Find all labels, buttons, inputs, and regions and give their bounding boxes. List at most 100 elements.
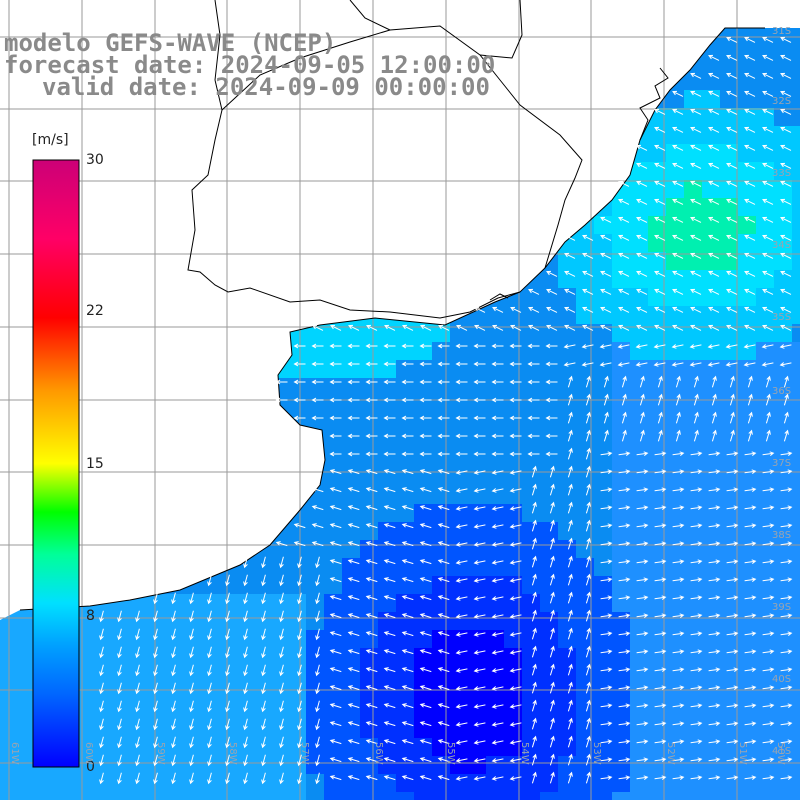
- wind-arrow: [419, 721, 432, 727]
- wind-arrow: [585, 573, 591, 586]
- wind-arrow: [527, 379, 540, 385]
- wind-arrow: [261, 628, 266, 641]
- speed-cell: [630, 432, 648, 450]
- wind-arrow: [780, 90, 792, 97]
- wind-arrow: [636, 216, 648, 223]
- speed-cell: [504, 522, 522, 540]
- speed-cell: [90, 630, 108, 648]
- wind-arrow: [419, 451, 432, 457]
- speed-cell: [666, 792, 684, 800]
- speed-cell: [612, 342, 630, 360]
- speed-cell: [720, 774, 738, 792]
- wind-arrow: [765, 375, 771, 388]
- speed-cell: [612, 648, 630, 666]
- wind-arrow: [455, 433, 468, 439]
- wind-arrow: [473, 740, 486, 745]
- wind-arrow: [473, 470, 486, 475]
- wind-arrow: [672, 144, 684, 151]
- lat-label-38s: 38S: [772, 530, 792, 541]
- wind-arrow: [636, 649, 649, 654]
- wind-arrow: [780, 613, 793, 618]
- wind-arrow: [311, 487, 324, 493]
- wind-arrow: [780, 757, 793, 762]
- wind-arrow: [744, 649, 757, 654]
- speed-cell: [288, 558, 306, 576]
- speed-cell: [468, 792, 486, 800]
- wind-arrow: [780, 54, 792, 61]
- wind-arrow: [365, 721, 378, 727]
- wind-arrow: [654, 613, 667, 618]
- speed-cell: [378, 792, 396, 800]
- wind-arrow: [780, 36, 792, 43]
- speed-cell: [558, 576, 576, 594]
- speed-cell: [468, 612, 486, 630]
- speed-cell: [468, 720, 486, 738]
- wind-arrow: [510, 306, 522, 313]
- wind-arrow: [744, 108, 756, 115]
- wind-arrow: [171, 646, 176, 659]
- speed-cell: [126, 792, 144, 800]
- wind-arrow: [672, 523, 685, 528]
- speed-cell: [594, 684, 612, 702]
- wind-arrow: [261, 556, 266, 569]
- speed-cell: [792, 450, 800, 468]
- wind-arrow: [293, 541, 306, 547]
- speed-cell: [576, 504, 594, 522]
- speed-cell: [576, 702, 594, 720]
- speed-cell: [792, 432, 800, 450]
- speed-cell: [648, 630, 666, 648]
- wind-arrow: [636, 288, 648, 295]
- wind-arrow: [509, 451, 522, 457]
- wind-arrow: [297, 610, 302, 623]
- speed-cell: [198, 612, 216, 630]
- wind-arrow: [765, 393, 771, 406]
- wind-arrow: [618, 559, 631, 564]
- speed-cell: [612, 684, 630, 702]
- wind-arrow: [672, 703, 685, 708]
- wind-arrow: [437, 577, 450, 583]
- speed-cell: [180, 594, 198, 612]
- wind-arrow: [437, 649, 450, 655]
- wind-arrow: [455, 650, 468, 655]
- wind-arrow: [780, 288, 792, 295]
- wind-arrow: [690, 270, 702, 277]
- speed-cell: [630, 396, 648, 414]
- speed-cell: [756, 432, 774, 450]
- wind-arrow: [473, 451, 486, 457]
- wind-arrow: [365, 649, 378, 655]
- speed-cell: [666, 756, 684, 774]
- speed-cell: [18, 630, 36, 648]
- wind-arrow: [636, 541, 649, 546]
- wind-arrow: [744, 162, 756, 169]
- wind-arrow: [279, 628, 284, 641]
- wind-arrow: [419, 415, 432, 421]
- wind-arrow: [600, 270, 612, 277]
- speed-cell: [666, 648, 684, 666]
- wind-arrow: [527, 343, 540, 349]
- speed-cell: [702, 702, 720, 720]
- wind-arrow: [567, 483, 573, 496]
- wind-arrow: [567, 519, 573, 532]
- speed-cell: [306, 756, 324, 774]
- speed-cell: [612, 558, 630, 576]
- wind-arrow: [347, 685, 360, 691]
- speed-cell: [720, 738, 738, 756]
- wind-arrow: [437, 487, 450, 493]
- wind-arrow: [473, 560, 486, 565]
- model-title: modelo GEFS-WAVE (NCEP): [4, 29, 337, 57]
- wind-arrow: [329, 649, 342, 655]
- wind-arrow: [437, 739, 450, 745]
- wind-arrow: [153, 610, 158, 623]
- wind-arrow: [491, 524, 504, 529]
- wind-arrow: [549, 681, 555, 694]
- wind-arrow: [383, 739, 396, 745]
- wind-arrow: [243, 592, 248, 605]
- speed-cell: [720, 396, 738, 414]
- speed-cell: [738, 486, 756, 504]
- speed-cell: [648, 504, 666, 522]
- speed-cell: [612, 522, 630, 540]
- wind-arrow: [383, 775, 396, 781]
- wind-arrow: [672, 180, 684, 187]
- wind-arrow: [762, 469, 775, 474]
